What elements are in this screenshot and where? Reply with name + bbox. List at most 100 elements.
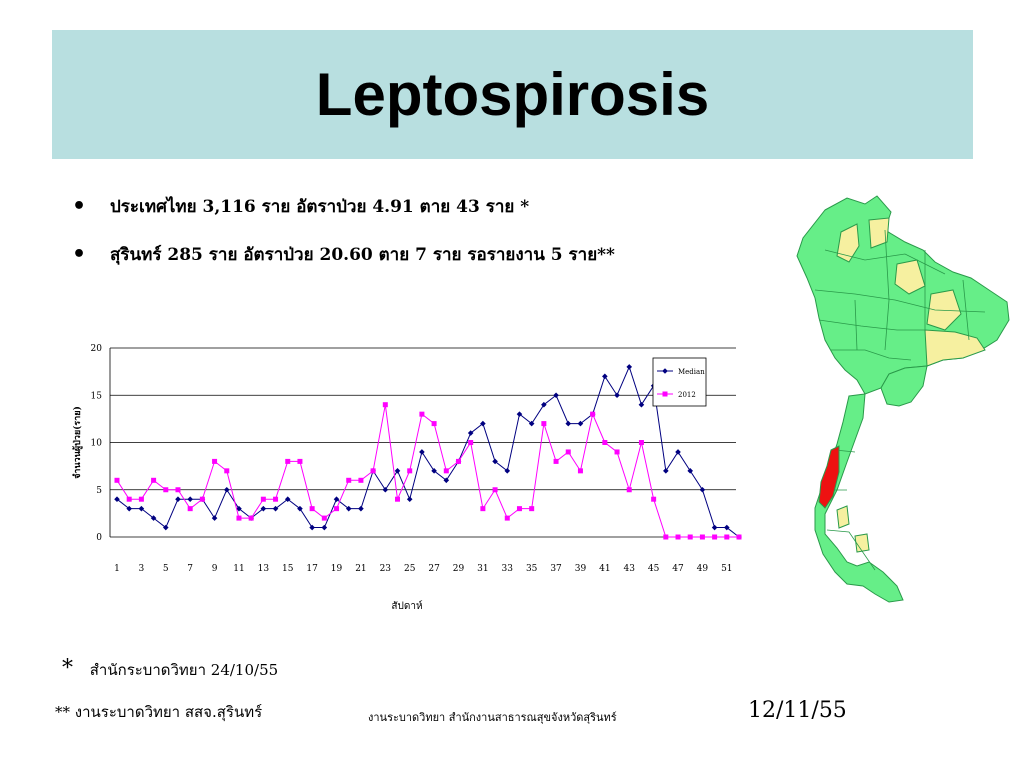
bullet-item-surin: • สุรินทร์ 285 ราย อัตราป่วย 20.60 ตาย 7… bbox=[72, 238, 615, 286]
x-tick-label: 41 bbox=[599, 564, 610, 574]
x-tick-label: 47 bbox=[672, 564, 684, 574]
x-tick-label: 43 bbox=[624, 564, 636, 574]
map-yellow-province bbox=[854, 533, 870, 553]
bullet-icon: • bbox=[72, 242, 87, 267]
point-2012 bbox=[699, 534, 705, 540]
x-tick-label: 51 bbox=[721, 564, 732, 574]
series-line-0 bbox=[116, 365, 740, 538]
point-2012 bbox=[687, 534, 693, 540]
median-point bbox=[663, 468, 669, 474]
median-point bbox=[443, 477, 450, 484]
title-banner: Leptospirosis bbox=[52, 30, 973, 159]
median-point bbox=[114, 496, 120, 502]
x-tick-label: 45 bbox=[648, 564, 660, 574]
median-point bbox=[687, 468, 694, 474]
median-point bbox=[504, 468, 511, 474]
point-2012 bbox=[504, 515, 510, 521]
point-2012 bbox=[321, 515, 327, 521]
median-point bbox=[345, 505, 352, 512]
legend-box bbox=[652, 357, 707, 407]
median-point bbox=[675, 449, 681, 455]
median-point bbox=[223, 486, 230, 493]
bullet-list: • ประเทศไทย 3,116 ราย อัตราป่วย 4.91 ตาย… bbox=[72, 190, 615, 286]
point-2012 bbox=[443, 468, 449, 474]
median-point bbox=[260, 505, 267, 512]
legend-label: 2012 bbox=[678, 391, 696, 399]
point-2012 bbox=[199, 496, 205, 502]
y-axis-label: จำนวนผู้ป่วย(ราย) bbox=[72, 406, 83, 479]
bullet-text: ประเทศไทย 3,116 ราย อัตราป่วย 4.91 ตาย 4… bbox=[110, 197, 530, 217]
median-point bbox=[541, 401, 547, 408]
median-point bbox=[187, 496, 193, 502]
point-2012 bbox=[175, 487, 181, 493]
point-2012 bbox=[236, 515, 242, 521]
median-point bbox=[162, 524, 169, 531]
point-2012 bbox=[224, 468, 230, 474]
x-tick-label: 39 bbox=[575, 564, 587, 574]
median-point bbox=[699, 486, 706, 493]
median-point bbox=[553, 392, 559, 399]
x-tick-label: 15 bbox=[282, 564, 294, 574]
point-2012 bbox=[138, 496, 144, 502]
x-axis-label: สัปดาห์ bbox=[391, 600, 422, 612]
thailand-province-map-icon bbox=[796, 195, 1010, 603]
point-2012 bbox=[151, 477, 157, 483]
median-point bbox=[516, 411, 523, 417]
map-province-borders bbox=[814, 229, 986, 571]
median-point bbox=[358, 505, 364, 512]
point-2012 bbox=[492, 487, 498, 493]
bullet-icon: • bbox=[72, 194, 87, 219]
footnote-source-1: * สำนักระบาดวิทยา 24/10/55 bbox=[62, 656, 278, 682]
median-point bbox=[638, 401, 645, 408]
y-tick-label: 5 bbox=[96, 486, 102, 496]
point-2012 bbox=[163, 487, 169, 493]
median-point bbox=[528, 420, 535, 427]
point-2012 bbox=[358, 477, 364, 483]
median-point bbox=[724, 524, 730, 531]
point-2012 bbox=[541, 421, 547, 427]
y-tick-label: 15 bbox=[91, 391, 103, 401]
point-2012 bbox=[260, 496, 266, 502]
median-point bbox=[138, 505, 145, 512]
x-tick-label: 17 bbox=[306, 564, 318, 574]
point-2012 bbox=[638, 440, 644, 445]
point-2012 bbox=[346, 477, 352, 483]
point-2012 bbox=[663, 534, 669, 540]
point-2012 bbox=[419, 411, 425, 417]
point-2012 bbox=[712, 534, 718, 540]
x-tick-label: 27 bbox=[428, 564, 440, 574]
legend-marker-median bbox=[662, 368, 668, 374]
median-point bbox=[321, 524, 328, 531]
median-point bbox=[419, 449, 425, 455]
bullet-item-thailand: • ประเทศไทย 3,116 ราย อัตราป่วย 4.91 ตาย… bbox=[72, 190, 615, 238]
point-2012 bbox=[468, 440, 474, 445]
point-2012 bbox=[309, 506, 315, 512]
median-point bbox=[175, 496, 181, 502]
median-point bbox=[626, 364, 633, 370]
point-2012 bbox=[114, 477, 120, 483]
map-yellow-province bbox=[836, 223, 860, 263]
x-tick-label: 11 bbox=[233, 564, 244, 574]
point-2012 bbox=[565, 449, 571, 455]
map-red-province bbox=[818, 445, 840, 509]
point-2012 bbox=[590, 411, 596, 417]
point-2012 bbox=[187, 506, 193, 512]
x-tick-label: 35 bbox=[526, 564, 538, 574]
median-point bbox=[333, 496, 340, 502]
footer-organization: งานระบาดวิทยา สำนักงานสาธารณสุขจังหวัดสุ… bbox=[368, 711, 617, 724]
x-tick-label: 21 bbox=[355, 564, 366, 574]
median-point bbox=[382, 486, 389, 493]
point-2012 bbox=[455, 458, 461, 464]
x-tick-label: 49 bbox=[697, 564, 709, 574]
median-point bbox=[272, 505, 279, 512]
x-tick-label: 25 bbox=[404, 564, 416, 574]
map-yellow-province bbox=[836, 505, 850, 529]
footnote-text-1: สำนักระบาดวิทยา 24/10/55 bbox=[89, 661, 279, 679]
point-2012 bbox=[285, 458, 291, 464]
point-2012 bbox=[126, 496, 132, 502]
point-2012 bbox=[736, 534, 742, 540]
point-2012 bbox=[614, 449, 620, 455]
point-2012 bbox=[577, 468, 583, 474]
point-2012 bbox=[297, 458, 303, 464]
